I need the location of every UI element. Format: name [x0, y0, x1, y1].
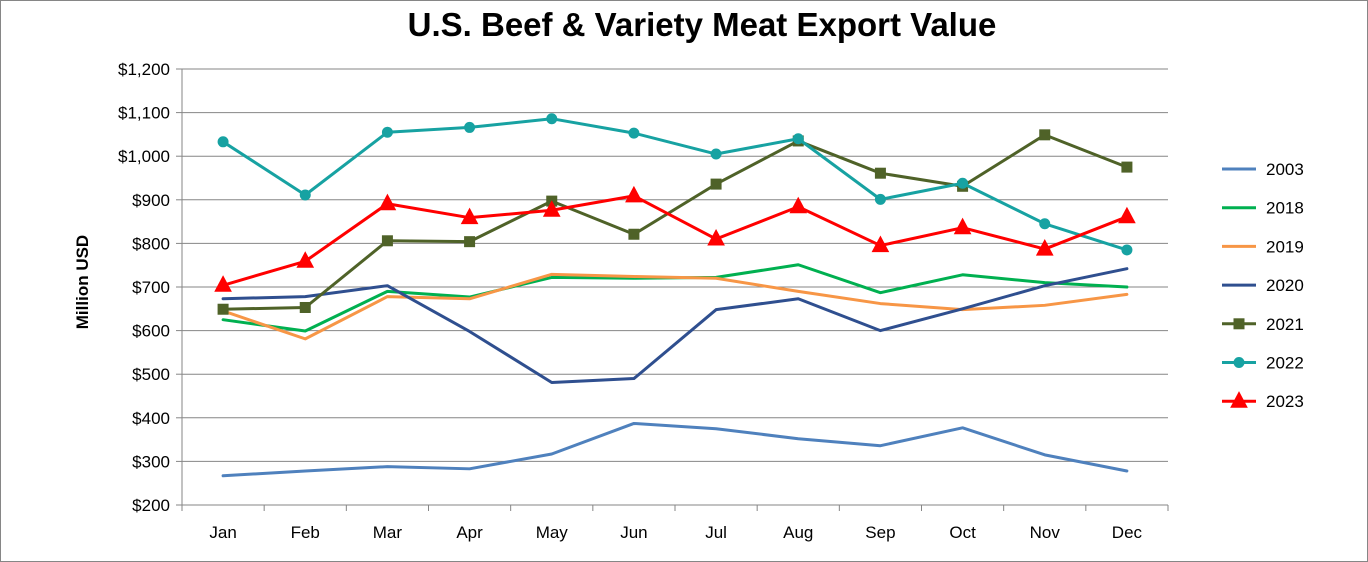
data-point	[542, 200, 561, 217]
legend-item-2019: 2019	[1222, 237, 1304, 256]
legend-item-2023: 2023	[1222, 391, 1304, 411]
series-2018	[221, 263, 1129, 333]
legend-label: 2022	[1266, 354, 1304, 373]
legend-label: 2021	[1266, 315, 1304, 334]
series-line	[221, 263, 1129, 333]
series-2003	[221, 421, 1129, 478]
x-tick-label: Aug	[783, 523, 813, 542]
x-tick-label: Jun	[620, 523, 647, 542]
legend-item-2003: 2003	[1222, 160, 1304, 179]
data-point	[1035, 239, 1054, 256]
series-line	[221, 133, 1129, 311]
data-point	[217, 136, 229, 148]
data-point	[874, 167, 886, 179]
legend-item-2022: 2022	[1222, 354, 1304, 373]
data-point	[625, 185, 643, 203]
legend-marker	[1230, 391, 1248, 408]
data-point	[381, 235, 393, 247]
series-2022	[217, 113, 1133, 256]
data-point	[953, 217, 972, 235]
y-tick-label: $1,100	[118, 104, 170, 123]
x-tick-label: Feb	[291, 523, 320, 542]
data-point	[299, 301, 311, 313]
data-point	[381, 126, 393, 138]
data-point	[1121, 161, 1133, 173]
x-tick-label: Sep	[865, 523, 895, 542]
series-line	[221, 267, 1129, 384]
y-tick-label: $400	[132, 409, 170, 428]
legend-item-2021: 2021	[1222, 315, 1304, 334]
data-point	[874, 193, 886, 205]
y-tick-label: $600	[132, 322, 170, 341]
y-tick-label: $300	[132, 452, 170, 471]
y-tick-label: $800	[132, 234, 170, 253]
y-tick-label: $700	[132, 278, 170, 297]
y-tick-label: $1,200	[118, 60, 170, 79]
data-point	[214, 275, 232, 292]
series-line	[221, 272, 1129, 341]
data-point	[710, 148, 722, 160]
data-point	[1039, 129, 1051, 141]
y-tick-labels: $200 $300 $400 $500 $600 $700 $800 $900 $1,000 $1…	[118, 60, 170, 515]
data-point	[296, 251, 315, 268]
series-line	[221, 117, 1129, 252]
legend-item-2020: 2020	[1222, 276, 1304, 295]
series-line	[221, 421, 1129, 478]
data-point	[707, 228, 725, 246]
legend-label: 2019	[1266, 237, 1304, 256]
x-tick-label: Jan	[209, 523, 236, 542]
data-point	[299, 189, 311, 201]
data-point	[710, 178, 722, 190]
data-point	[1039, 218, 1051, 230]
legend-item-2018: 2018	[1222, 199, 1304, 218]
x-tick-label: Nov	[1030, 523, 1061, 542]
x-tick-label: Jul	[705, 523, 727, 542]
data-point	[464, 236, 476, 248]
y-tick-label: $200	[132, 496, 170, 515]
y-tick-label: $500	[132, 365, 170, 384]
x-tick-label: May	[536, 523, 569, 542]
axes	[176, 68, 1169, 511]
x-tick-label: Mar	[373, 523, 403, 542]
x-tick-label: Dec	[1112, 523, 1143, 542]
chart-title: U.S. Beef & Variety Meat Export Value	[407, 6, 997, 43]
y-tick-label: $900	[132, 191, 170, 210]
data-point	[957, 177, 969, 189]
legend-label: 2018	[1266, 199, 1304, 218]
data-point	[464, 121, 476, 133]
x-tick-labels: Jan Feb Mar Apr May Jun Jul Aug Sep Oct Nov Dec	[209, 523, 1142, 542]
legend-label: 2020	[1266, 276, 1304, 295]
y-tick-label: $1,000	[118, 147, 170, 166]
gridlines	[182, 68, 1168, 462]
legend-marker	[1233, 318, 1245, 330]
data-point	[460, 207, 479, 225]
series-lines	[214, 113, 1136, 478]
data-point	[628, 228, 640, 240]
series-2020	[221, 267, 1129, 384]
data-point	[378, 193, 397, 211]
data-point	[546, 113, 558, 125]
legend: 2003 2018 2019 2020 2021 2022 2023	[1222, 160, 1304, 411]
series-2019	[221, 272, 1129, 341]
data-point	[789, 196, 808, 214]
series-2023	[214, 185, 1136, 292]
data-point	[1121, 244, 1133, 256]
x-tick-label: Apr	[456, 523, 483, 542]
data-point	[792, 133, 804, 145]
series-line	[221, 194, 1129, 287]
data-point	[628, 127, 640, 139]
legend-label: 2023	[1266, 392, 1304, 411]
data-point	[217, 303, 229, 315]
legend-label: 2003	[1266, 160, 1304, 179]
data-point	[871, 235, 890, 253]
x-tick-label: Oct	[949, 523, 976, 542]
data-point	[1118, 206, 1136, 224]
legend-marker	[1233, 357, 1245, 368]
